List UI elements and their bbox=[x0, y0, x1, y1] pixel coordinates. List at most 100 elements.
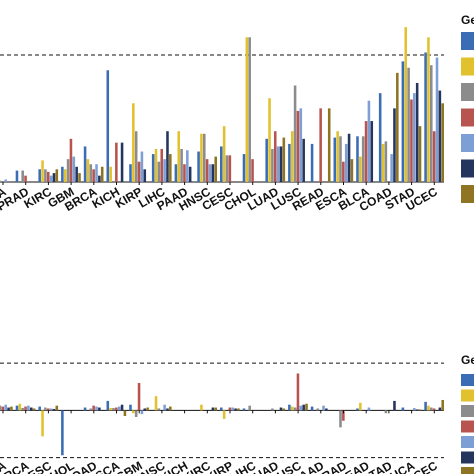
bar-kirp-s1 bbox=[220, 407, 223, 411]
legend-key-5 bbox=[461, 134, 474, 152]
bar-brca-s5 bbox=[27, 405, 30, 411]
bar-hnsc-s6 bbox=[211, 164, 215, 182]
bar-gbm-s1 bbox=[61, 166, 64, 182]
bar-brca-s7 bbox=[32, 408, 36, 411]
bar-ucec-s1 bbox=[424, 52, 427, 182]
bar-esca-s4 bbox=[115, 407, 118, 411]
bar-gbm-s3 bbox=[134, 410, 138, 417]
bar-gbm-s7 bbox=[78, 173, 81, 182]
bar-lihc-s5 bbox=[163, 159, 166, 182]
bar-blca-s6 bbox=[7, 407, 10, 411]
bar-coad-s1 bbox=[378, 93, 382, 182]
bar-thca-s6 bbox=[415, 409, 419, 411]
bar-kirc-s7 bbox=[55, 169, 59, 182]
bar-brca-s4 bbox=[92, 169, 95, 182]
bar-kirp-s6 bbox=[143, 169, 147, 182]
bar-thca-s5 bbox=[413, 408, 416, 411]
bar-read-s5 bbox=[367, 407, 371, 411]
bar-kirp-s3 bbox=[134, 131, 138, 182]
bar-esca-s5 bbox=[117, 406, 121, 411]
bar-brca-s2 bbox=[86, 159, 90, 182]
bar-luad-s2 bbox=[268, 98, 271, 182]
bar-kirp-s5 bbox=[140, 151, 144, 182]
bar-paad-s6 bbox=[188, 166, 192, 182]
bar-lusc-s2 bbox=[290, 131, 294, 182]
bar-coad-s3 bbox=[384, 141, 388, 182]
bar-brca-s1 bbox=[83, 146, 87, 182]
bar-kirp-s6 bbox=[234, 408, 237, 411]
legend-top: Ge bbox=[461, 13, 474, 203]
bar-paad-s2 bbox=[177, 131, 181, 182]
bar-gbm-s5 bbox=[140, 410, 144, 415]
bar-read-s1 bbox=[356, 408, 359, 411]
bar-esca-s4 bbox=[342, 161, 345, 182]
bar-read-s7 bbox=[327, 108, 331, 182]
legend-key-7 bbox=[461, 467, 474, 474]
bar-hnsc-s7 bbox=[214, 156, 217, 182]
bar-lusc-s6 bbox=[302, 404, 305, 411]
bar-stad-s7 bbox=[418, 126, 422, 182]
bar-coad-s5 bbox=[95, 406, 98, 411]
legend-key-1 bbox=[461, 32, 474, 50]
bar-cesc-s1 bbox=[38, 406, 41, 411]
bar-chol-s4 bbox=[251, 159, 254, 182]
bar-luad-s5 bbox=[276, 146, 280, 182]
bar-kirc-s1 bbox=[38, 169, 41, 182]
bar-ucec-s2 bbox=[427, 37, 430, 182]
bar-chol-s1 bbox=[242, 154, 246, 182]
bar-hnsc-s2 bbox=[154, 396, 158, 411]
bar-paad-s1 bbox=[174, 164, 178, 182]
bar-cesc-s2 bbox=[222, 126, 226, 182]
bar-read-s2 bbox=[359, 402, 362, 411]
bar-esca-s2 bbox=[336, 131, 339, 182]
bar-luad-s1 bbox=[265, 138, 268, 182]
bar-thca-s5 bbox=[4, 179, 7, 182]
bar-hnsc-s4 bbox=[205, 159, 209, 182]
bar-kirp-s2 bbox=[132, 103, 135, 182]
bar-lusc-s1 bbox=[288, 404, 291, 411]
bar-lihc-s3 bbox=[248, 405, 251, 411]
legend-key-2 bbox=[461, 57, 474, 76]
bar-lusc-s5 bbox=[299, 108, 303, 182]
bar-gbm-s6 bbox=[143, 408, 147, 411]
bar-kich-s4 bbox=[115, 142, 118, 182]
bar-cesc-s3 bbox=[44, 407, 47, 411]
legend-title-bottom: Ge bbox=[461, 353, 474, 367]
legend-key-5 bbox=[461, 436, 474, 448]
bar-hnsc-s2 bbox=[200, 133, 203, 182]
bar-blca-s2 bbox=[359, 156, 362, 182]
x-tick-label-blca: BLCA bbox=[0, 458, 9, 474]
bar-blca-s4 bbox=[364, 121, 368, 182]
bar-cesc-s6 bbox=[52, 408, 56, 411]
bar-stad-s2 bbox=[404, 27, 408, 182]
bar-kirc-s6 bbox=[52, 173, 56, 182]
bar-chol-s2 bbox=[245, 37, 249, 182]
legend-key-4 bbox=[461, 420, 474, 433]
bar-stad-s5 bbox=[413, 93, 416, 182]
bar-brca-s5 bbox=[95, 164, 98, 182]
bar-esca-s3 bbox=[339, 136, 342, 182]
bar-cesc-s7 bbox=[55, 405, 59, 411]
top-bar-panel: THCAPRADKIRCGBMBRCAKICHKIRPLIHCPAADHNSCC… bbox=[0, 27, 444, 214]
bar-kirp-s2 bbox=[222, 410, 226, 419]
bar-kirp-s5 bbox=[231, 407, 234, 411]
bar-gbm-s4 bbox=[137, 382, 141, 411]
bar-hnsc-s1 bbox=[197, 151, 200, 182]
bar-esca-s7 bbox=[123, 410, 127, 417]
bar-cesc-s4 bbox=[228, 155, 232, 182]
bar-luad-s7 bbox=[282, 137, 286, 182]
bar-chol-s1 bbox=[61, 410, 64, 456]
bar-lusc-s3 bbox=[293, 85, 297, 182]
bar-kich-s6 bbox=[120, 142, 124, 182]
bar-ucec-s6 bbox=[438, 407, 442, 411]
bar-kich-s1 bbox=[106, 70, 110, 182]
bar-brca-s6 bbox=[29, 407, 33, 411]
bar-stad-s3 bbox=[407, 67, 410, 182]
bar-paad-s4 bbox=[183, 164, 186, 182]
bar-paad-s3 bbox=[316, 408, 320, 411]
bar-luad-s6 bbox=[279, 146, 283, 182]
bar-brca-s6 bbox=[98, 175, 101, 182]
bar-prad-s1 bbox=[15, 170, 19, 182]
bar-lusc-s7 bbox=[305, 403, 308, 411]
bar-brca-s3 bbox=[89, 164, 93, 182]
